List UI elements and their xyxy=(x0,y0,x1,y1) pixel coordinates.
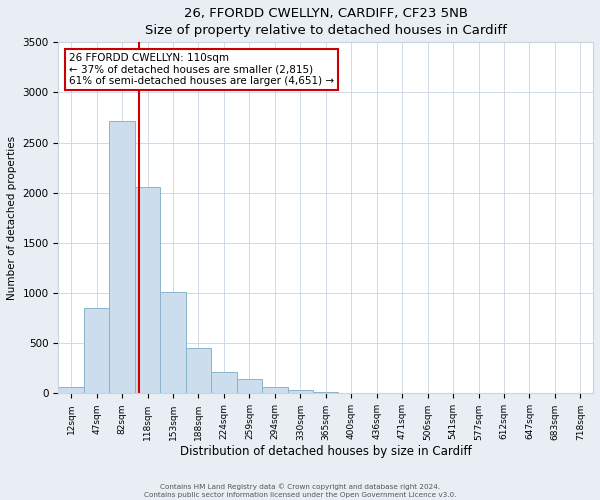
Bar xyxy=(186,348,211,394)
Y-axis label: Number of detached properties: Number of detached properties xyxy=(7,136,17,300)
Title: 26, FFORDD CWELLYN, CARDIFF, CF23 5NB
Size of property relative to detached hous: 26, FFORDD CWELLYN, CARDIFF, CF23 5NB Si… xyxy=(145,7,507,37)
Bar xyxy=(135,186,160,394)
Text: Contains HM Land Registry data © Crown copyright and database right 2024.
Contai: Contains HM Land Registry data © Crown c… xyxy=(144,484,456,498)
Bar xyxy=(236,379,262,394)
Bar xyxy=(287,390,313,394)
Bar xyxy=(84,308,109,394)
Bar xyxy=(58,388,84,394)
Bar xyxy=(262,388,287,394)
Bar xyxy=(338,393,364,394)
X-axis label: Distribution of detached houses by size in Cardiff: Distribution of detached houses by size … xyxy=(180,445,472,458)
Bar xyxy=(313,392,338,394)
Text: 26 FFORDD CWELLYN: 110sqm
← 37% of detached houses are smaller (2,815)
61% of se: 26 FFORDD CWELLYN: 110sqm ← 37% of detac… xyxy=(69,53,334,86)
Bar xyxy=(211,372,236,394)
Bar xyxy=(109,120,135,394)
Bar xyxy=(160,292,186,394)
